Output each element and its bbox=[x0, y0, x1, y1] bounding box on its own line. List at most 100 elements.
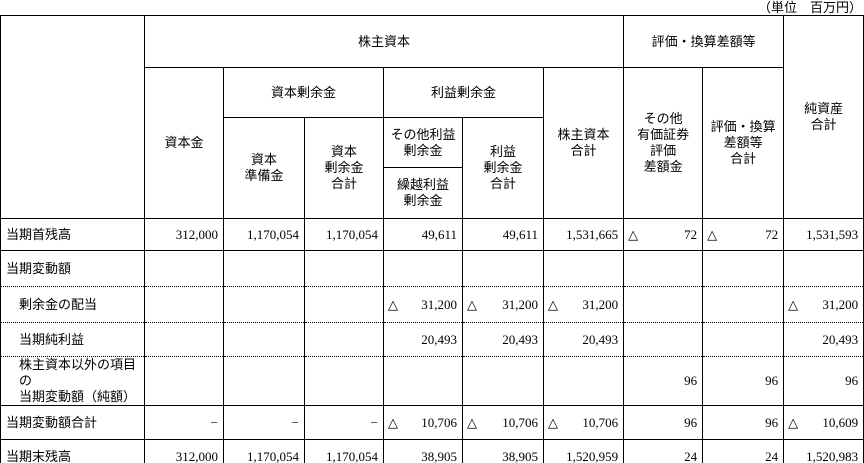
amount-cell: 1,170,054 bbox=[304, 218, 384, 251]
table-row: 当期首残高 312,000 1,170,054 1,170,054 49,611 49,6… bbox=[0, 218, 864, 251]
amount-cell bbox=[462, 250, 544, 287]
amount-cell bbox=[462, 356, 544, 406]
amount-value: 1,170,054 bbox=[326, 226, 378, 242]
header-capital-surplus-total: 資本 剰余金 合計 bbox=[304, 117, 384, 219]
amount-cell bbox=[542, 250, 625, 287]
header-capital-stock: 資本金 bbox=[144, 67, 224, 219]
triangle-negative-marker: △ bbox=[548, 414, 558, 430]
amount-value: 312,000 bbox=[175, 226, 218, 242]
amount-cell: 1,531,593 bbox=[783, 218, 864, 251]
amount-value: 10,706 bbox=[421, 414, 457, 430]
amount-value: 96 bbox=[684, 373, 698, 388]
amount-value: 38,905 bbox=[421, 449, 457, 463]
row-label: 当期純利益 bbox=[0, 322, 145, 357]
amount-cell bbox=[383, 250, 463, 287]
amount-value: 20,493 bbox=[582, 331, 619, 347]
amount-cell bbox=[144, 322, 224, 357]
amount-cell: 20,493 bbox=[383, 322, 463, 357]
amount-cell: 38,905 bbox=[383, 439, 463, 463]
amount-value: 96 bbox=[765, 373, 779, 388]
amount-value: 96 bbox=[684, 414, 698, 430]
row-label: 当期首残高 bbox=[0, 218, 145, 251]
amount-cell: △ 31,200 bbox=[783, 286, 864, 323]
triangle-negative-marker: △ bbox=[788, 414, 799, 430]
amount-cell: 1,170,054 bbox=[304, 439, 384, 463]
amount-cell bbox=[144, 250, 224, 287]
amount-cell: − bbox=[144, 405, 224, 440]
amount-cell: △ 10,706 bbox=[383, 405, 463, 440]
amount-cell bbox=[144, 286, 224, 323]
amount-cell bbox=[223, 356, 305, 406]
amount-cell: △ 10,609 bbox=[783, 405, 864, 440]
amount-cell: 49,611 bbox=[383, 218, 463, 251]
row-label: 株主資本以外の項目の 当期変動額（純額） bbox=[0, 356, 145, 406]
amount-cell bbox=[542, 356, 625, 406]
amount-value: 24 bbox=[765, 449, 779, 463]
table-row: 当期純利益 20,493 20,493 20,493 20,493 bbox=[0, 322, 864, 357]
amount-value: 38,905 bbox=[502, 449, 538, 463]
amount-value: 31,200 bbox=[421, 296, 457, 312]
amount-cell: 20,493 bbox=[783, 322, 864, 357]
amount-cell: 38,905 bbox=[462, 439, 544, 463]
amount-cell: 1,531,665 bbox=[542, 218, 625, 251]
header-capital-surplus-group: 資本剰余金 bbox=[223, 67, 384, 118]
amount-cell: 20,493 bbox=[542, 322, 625, 357]
amount-cell: 24 bbox=[702, 439, 785, 463]
amount-cell bbox=[783, 250, 864, 287]
amount-value: 96 bbox=[845, 373, 859, 388]
amount-cell bbox=[702, 322, 785, 357]
header-legal-capital-reserve: 資本 準備金 bbox=[223, 117, 305, 219]
amount-cell bbox=[144, 356, 224, 406]
header-retained-earnings-group: 利益剰余金 bbox=[383, 67, 544, 118]
amount-cell: 1,520,959 bbox=[542, 439, 625, 463]
table-header: 株主資本 評価・換算差額等 純資産 合計 資本金 資本剰余金 利益剰余金 株主資… bbox=[0, 15, 864, 219]
amount-cell bbox=[223, 286, 305, 323]
triangle-negative-marker: △ bbox=[388, 414, 398, 430]
amount-value: 49,611 bbox=[421, 226, 457, 242]
triangle-negative-marker: △ bbox=[788, 296, 799, 312]
amount-value: 1,170,054 bbox=[326, 449, 378, 463]
amount-value: 31,200 bbox=[502, 296, 538, 312]
header-valuation-translation-group: 評価・換算差額等 bbox=[623, 15, 785, 68]
amount-cell: △ 72 bbox=[623, 218, 704, 251]
amount-cell: 96 bbox=[783, 356, 864, 406]
amount-cell: 1,170,054 bbox=[223, 218, 305, 251]
amount-cell: 20,493 bbox=[462, 322, 544, 357]
amount-value: 10,706 bbox=[502, 414, 538, 430]
amount-value: 20,493 bbox=[822, 331, 859, 347]
amount-value: − bbox=[291, 414, 299, 430]
amount-value: 96 bbox=[765, 414, 779, 430]
table-row: 剰余金の配当 △ 31,200 △ 31,200 △ 31,200 △ 31,200 bbox=[0, 286, 864, 323]
amount-cell: 96 bbox=[623, 356, 704, 406]
amount-cell: 312,000 bbox=[144, 218, 224, 251]
header-retained-earnings-carried-forward: 繰越利益 剰余金 bbox=[383, 167, 463, 219]
header-shareholders-equity-group: 株主資本 bbox=[143, 15, 625, 68]
amount-value: 1,520,983 bbox=[806, 449, 859, 463]
amount-value: 20,493 bbox=[502, 331, 538, 347]
amount-cell bbox=[383, 356, 463, 406]
amount-cell bbox=[304, 356, 384, 406]
header-valuation-translation-total: 評価・換算 差額等 合計 bbox=[702, 67, 785, 219]
amount-value: 1,520,959 bbox=[566, 449, 619, 463]
amount-cell bbox=[223, 322, 305, 357]
triangle-negative-marker: △ bbox=[467, 414, 477, 430]
triangle-negative-marker: △ bbox=[548, 296, 558, 312]
amount-cell: 1,520,983 bbox=[783, 439, 864, 463]
amount-value: 1,531,665 bbox=[566, 226, 619, 242]
header-other-retained-earnings: その他利益 剰余金 bbox=[383, 117, 463, 168]
amount-value: 72 bbox=[765, 226, 779, 242]
header-shareholders-equity-total: 株主資本 合計 bbox=[542, 67, 625, 219]
amount-value: 312,000 bbox=[175, 449, 218, 463]
amount-value: 72 bbox=[684, 226, 698, 242]
amount-cell: △ 10,706 bbox=[542, 405, 625, 440]
amount-cell: 24 bbox=[623, 439, 704, 463]
amount-cell: − bbox=[223, 405, 305, 440]
row-label: 当期末残高 bbox=[0, 439, 145, 463]
amount-value: 10,609 bbox=[822, 414, 859, 430]
amount-cell: △ 72 bbox=[702, 218, 785, 251]
amount-cell: 312,000 bbox=[144, 439, 224, 463]
header-net-assets-total: 純資産 合計 bbox=[783, 15, 864, 219]
amount-cell bbox=[702, 250, 785, 287]
amount-cell bbox=[304, 286, 384, 323]
amount-value: 1,531,593 bbox=[806, 226, 859, 242]
